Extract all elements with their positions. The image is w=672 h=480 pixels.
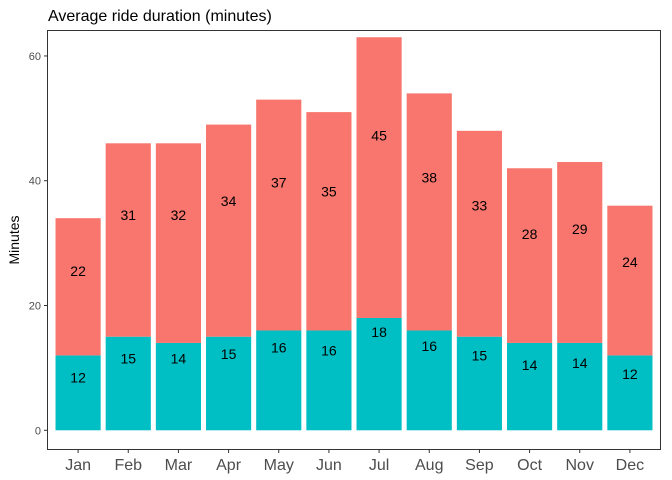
x-tick-label: Jun — [316, 457, 342, 474]
x-tick-label: Mar — [165, 457, 193, 474]
bar-segment-lower — [456, 336, 502, 431]
bar-segment-lower — [507, 342, 553, 431]
y-tick-label: 20 — [29, 301, 41, 313]
bar-segment-upper — [55, 218, 101, 356]
bar-segment-lower — [55, 355, 101, 431]
data-label-lower: 14 — [171, 351, 187, 367]
bar-segment-upper — [256, 99, 302, 331]
data-label-upper: 34 — [221, 193, 237, 209]
data-label-upper: 38 — [421, 170, 437, 186]
x-tick-label: Sep — [465, 457, 494, 474]
bar-segment-lower — [607, 355, 653, 431]
bar-segment-lower — [406, 330, 452, 431]
data-label-lower: 15 — [472, 347, 488, 363]
data-label-upper: 35 — [321, 184, 337, 200]
x-tick-label: Oct — [517, 457, 542, 474]
data-label-lower: 14 — [522, 357, 538, 373]
bar-segment-lower — [356, 317, 402, 431]
bar-segment-lower — [206, 336, 252, 431]
data-label-upper: 45 — [371, 128, 387, 144]
data-label-upper: 31 — [120, 207, 136, 223]
data-label-upper: 32 — [171, 207, 187, 223]
data-label-lower: 15 — [221, 346, 237, 362]
data-label-lower: 18 — [371, 324, 387, 340]
data-label-lower: 16 — [321, 343, 337, 359]
x-tick-label: Aug — [415, 457, 443, 474]
bar-segment-lower — [155, 342, 201, 431]
x-tick-label: Dec — [616, 457, 644, 474]
bar-segment-lower — [306, 330, 352, 431]
plot-area: 0 20 40 60 12 22 Jan 15 31 Feb 14 32 Mar 15 34 Apr 16 37 M… — [29, 37, 653, 474]
bar-segment-upper — [155, 143, 201, 343]
y-axis-label: Minutes — [6, 215, 22, 264]
chart-title: Average ride duration (minutes) — [48, 8, 272, 25]
y-tick-label: 40 — [29, 176, 41, 188]
x-tick-label: May — [264, 457, 294, 474]
data-label-upper: 33 — [472, 198, 488, 214]
bar-segment-lower — [557, 342, 603, 431]
data-label-lower: 14 — [572, 355, 588, 371]
data-label-upper: 28 — [522, 226, 538, 242]
data-label-lower: 16 — [421, 338, 437, 354]
y-tick-label: 0 — [35, 425, 41, 437]
bar-segment-upper — [607, 205, 653, 356]
x-tick-label: Jan — [65, 457, 91, 474]
x-tick-label: Apr — [216, 457, 242, 474]
data-label-upper: 24 — [622, 254, 638, 270]
data-label-upper: 37 — [271, 174, 287, 190]
panel-border — [47, 30, 661, 450]
x-tick-label: Feb — [114, 457, 142, 474]
x-tick-label: Jul — [369, 457, 389, 474]
bar-segment-upper — [557, 162, 603, 343]
bar-segment-upper — [507, 168, 553, 343]
data-label-upper: 22 — [70, 263, 86, 279]
bar-segment-upper — [406, 93, 452, 331]
x-tick-label: Nov — [566, 457, 594, 474]
data-label-lower: 12 — [622, 366, 638, 382]
data-label-lower: 12 — [70, 369, 86, 385]
bar-segment-upper — [306, 112, 352, 331]
bar-segment-upper — [206, 124, 252, 337]
bar-segment-lower — [256, 330, 302, 431]
data-label-lower: 16 — [271, 340, 287, 356]
bar-segment-upper — [356, 37, 402, 318]
y-tick-label: 60 — [29, 51, 41, 63]
data-label-upper: 29 — [572, 221, 588, 237]
bar-segment-lower — [105, 336, 151, 431]
data-label-lower: 15 — [120, 351, 136, 367]
bar-segment-upper — [456, 130, 502, 337]
bar-segment-upper — [105, 143, 151, 337]
